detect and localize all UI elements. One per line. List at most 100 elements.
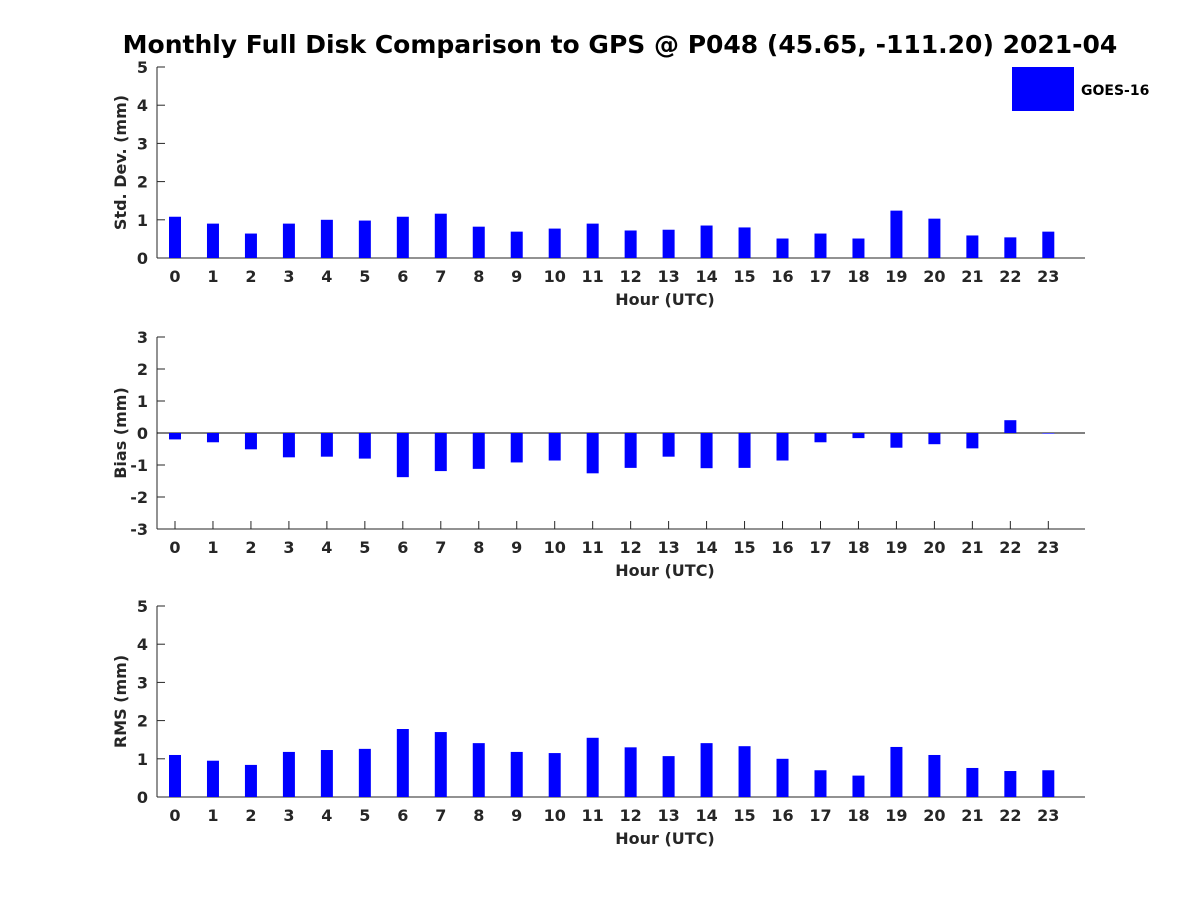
bar-hour-23 (1042, 770, 1055, 797)
bar-hour-1 (206, 433, 219, 443)
bar-hour-8 (472, 226, 485, 258)
x-tick-label: 2 (245, 538, 256, 557)
bar-hour-21 (966, 235, 979, 258)
x-tick-label: 5 (359, 806, 370, 825)
y-tick-label: 1 (137, 392, 148, 411)
bar-hour-18 (852, 238, 865, 258)
x-axis-label: Hour (UTC) (615, 829, 715, 848)
x-tick-label: 8 (473, 806, 484, 825)
bar-hour-1 (206, 223, 219, 258)
bar-hour-22 (1004, 420, 1017, 433)
bar-hour-8 (472, 743, 485, 797)
x-tick-label: 18 (847, 267, 869, 286)
bar-hour-15 (738, 433, 751, 468)
x-tick-label: 22 (999, 267, 1021, 286)
x-axis-label: Hour (UTC) (615, 561, 715, 580)
x-tick-label: 16 (771, 538, 793, 557)
bar-hour-12 (624, 230, 637, 258)
x-tick-label: 12 (620, 267, 642, 286)
x-tick-label: 15 (733, 806, 755, 825)
x-tick-label: 5 (359, 538, 370, 557)
bar-hour-9 (510, 433, 523, 463)
x-tick-label: 10 (544, 538, 566, 557)
legend: GOES-16 (1012, 67, 1149, 111)
x-tick-label: 4 (321, 267, 332, 286)
x-tick-label: 9 (511, 538, 522, 557)
bar-hour-6 (396, 433, 409, 478)
x-tick-label: 19 (885, 538, 907, 557)
bar-hour-14 (700, 743, 713, 797)
x-tick-label: 6 (397, 538, 408, 557)
y-tick-label: -2 (130, 488, 148, 507)
y-tick-label: 3 (137, 328, 148, 347)
x-tick-label: 16 (771, 267, 793, 286)
bar-hour-17 (814, 433, 827, 443)
x-tick-label: 13 (657, 806, 679, 825)
y-tick-label: 1 (137, 750, 148, 769)
x-axis-label: Hour (UTC) (615, 290, 715, 309)
y-tick-label: 5 (137, 58, 148, 77)
bar-hour-7 (434, 732, 447, 797)
bar-hour-22 (1004, 771, 1017, 797)
bar-hour-13 (662, 433, 675, 457)
x-tick-label: 3 (283, 538, 294, 557)
bar-hour-15 (738, 227, 751, 258)
bar-hour-23 (1042, 433, 1055, 434)
x-tick-label: 21 (961, 806, 983, 825)
bar-hour-16 (776, 238, 789, 258)
bar-hour-16 (776, 433, 789, 461)
y-tick-label: -3 (130, 520, 148, 539)
x-tick-label: 1 (207, 806, 218, 825)
bar-hour-4 (320, 750, 333, 797)
x-tick-label: 20 (923, 267, 945, 286)
x-tick-label: 2 (245, 806, 256, 825)
bar-hour-10 (548, 753, 561, 797)
x-tick-label: 15 (733, 538, 755, 557)
bar-hour-18 (852, 775, 865, 797)
bar-hour-3 (282, 223, 295, 258)
legend-swatch-goes-16 (1012, 67, 1074, 111)
bar-hour-17 (814, 770, 827, 797)
y-tick-label: -1 (130, 456, 148, 475)
bar-hour-6 (396, 729, 409, 797)
bar-hour-21 (966, 767, 979, 797)
x-tick-label: 8 (473, 267, 484, 286)
bar-hour-0 (169, 433, 181, 440)
x-tick-label: 7 (435, 538, 446, 557)
x-tick-label: 14 (695, 538, 717, 557)
x-tick-label: 13 (657, 538, 679, 557)
y-axis-label: Std. Dev. (mm) (111, 95, 130, 230)
bar-hour-20 (928, 754, 941, 797)
page-title: Monthly Full Disk Comparison to GPS @ P0… (122, 30, 1118, 59)
x-tick-label: 17 (809, 267, 831, 286)
x-tick-label: 0 (169, 538, 180, 557)
bar-hour-3 (282, 751, 295, 797)
y-tick-label: 2 (137, 173, 148, 192)
x-tick-label: 0 (169, 806, 180, 825)
x-tick-label: 5 (359, 267, 370, 286)
x-tick-label: 11 (582, 806, 604, 825)
bar-hour-4 (320, 219, 333, 258)
x-tick-label: 7 (435, 267, 446, 286)
x-tick-label: 10 (544, 267, 566, 286)
y-tick-label: 1 (137, 211, 148, 230)
bar-hour-7 (434, 213, 447, 258)
y-tick-label: 0 (137, 249, 148, 268)
legend-label-goes-16: GOES-16 (1081, 83, 1149, 99)
x-tick-label: 23 (1037, 267, 1059, 286)
bar-hour-11 (586, 737, 599, 797)
bar-hour-19 (890, 433, 903, 448)
bar-hour-9 (510, 751, 523, 797)
x-tick-label: 14 (695, 267, 717, 286)
bar-hour-20 (928, 218, 941, 258)
y-tick-label: 0 (137, 788, 148, 807)
bar-hour-6 (396, 216, 409, 258)
x-tick-label: 6 (397, 267, 408, 286)
bar-hour-13 (662, 756, 675, 797)
x-tick-label: 2 (245, 267, 256, 286)
x-tick-label: 16 (771, 806, 793, 825)
bar-hour-9 (510, 231, 523, 258)
bar-hour-2 (244, 233, 257, 258)
